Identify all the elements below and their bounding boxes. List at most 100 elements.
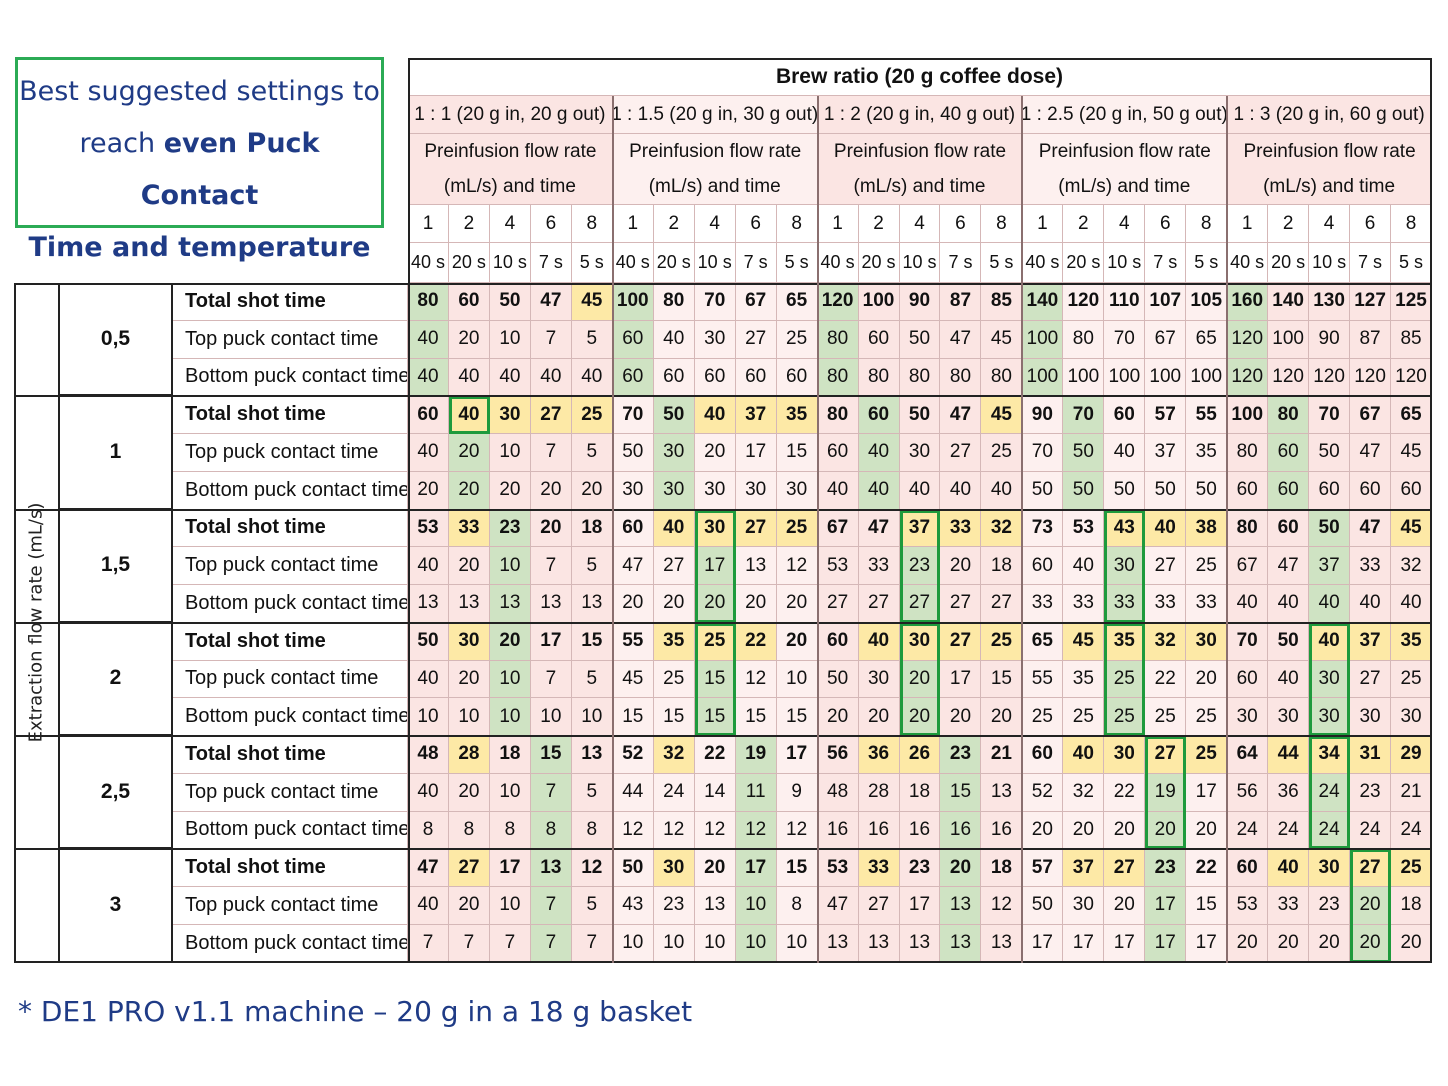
data-cell: 30 [1186,622,1228,661]
preinfusion-time: 20 s [1063,243,1105,283]
row-label: Total shot time [173,849,408,887]
data-cell: 60 [817,434,859,472]
data-cell: 40 [1063,736,1105,774]
data-cell: 16 [858,811,900,850]
data-cell: 60 [1268,471,1310,510]
row-label: Bottom puck contact time [173,698,408,736]
data-cell: 80 [408,283,449,321]
data-cell: 20 [448,887,490,925]
data-cell: 60 [1022,547,1064,585]
data-cell: 15 [612,698,654,736]
data-cell: 30 [858,660,900,699]
data-cell: 60 [1104,396,1146,434]
flow-rate-label: 2,5 [60,736,173,850]
data-cell: 33 [1186,585,1228,623]
preinfusion-time: 10 s [1104,243,1146,283]
data-cell: 13 [530,585,572,623]
extraction-flow-rate-axis-label: Extraction flow rate (mL/s) [25,502,47,742]
data-cell: 20 [694,434,736,472]
data-cell: 25 [1186,698,1228,736]
data-cell: 18 [489,736,531,774]
data-cell: 8 [489,811,531,850]
data-cell: 27 [981,585,1023,623]
data-cell: 13 [489,585,531,623]
data-cell: 50 [817,660,859,699]
preinfusion-rate: 4 [1104,205,1146,243]
data-cell: 20 [448,320,490,359]
data-cell: 50 [1104,471,1146,510]
data-cell: 48 [408,736,449,774]
data-cell: 100 [612,283,654,321]
data-cell: 73 [1022,509,1064,548]
data-cell: 57 [1145,396,1187,434]
row-label: Top puck contact time [173,773,408,812]
data-cell: 10 [735,887,777,925]
flow-rate-label: 2 [60,622,173,736]
data-cell: 38 [1186,509,1228,548]
data-cell: 24 [653,773,695,812]
data-cell: 13 [448,585,490,623]
preinfusion-rate: 4 [1309,205,1351,243]
data-cell: 15 [653,698,695,736]
data-cell: 15 [694,660,736,699]
data-cell: 27 [735,320,777,359]
data-cell: 33 [1022,585,1064,623]
data-cell: 60 [735,358,777,397]
data-cell: 60 [653,358,695,397]
data-cell: 5 [571,320,613,359]
data-cell: 27 [940,622,982,661]
data-cell: 15 [694,698,736,736]
data-cell: 15 [776,849,818,887]
data-cell: 70 [1309,396,1351,434]
data-cell: 80 [817,358,859,397]
preinfusion-time: 40 s [817,243,859,283]
data-cell: 47 [858,509,900,548]
data-cell: 20 [694,585,736,623]
data-cell: 12 [694,811,736,850]
data-cell: 65 [1022,622,1064,661]
row-label: Total shot time [173,509,408,548]
preinfusion-rate: 6 [1350,205,1392,243]
row-label: Bottom puck contact time [173,924,408,963]
data-cell: 120 [1227,358,1269,397]
ratio-separator [611,96,614,963]
data-cell: 85 [981,283,1023,321]
data-cell: 20 [940,547,982,585]
data-cell: 30 [776,471,818,510]
data-cell: 17 [1145,924,1187,963]
preinfusion-rate: 8 [1186,205,1228,243]
ratio-separator [816,96,819,963]
data-cell: 67 [1145,320,1187,359]
ratio-separator [1021,96,1024,963]
data-cell: 32 [981,509,1023,548]
data-cell: 55 [1022,660,1064,699]
data-cell: 50 [899,320,941,359]
data-cell: 70 [612,396,654,434]
data-cell: 10 [408,698,449,736]
data-cell: 60 [1391,471,1432,510]
data-cell: 10 [653,924,695,963]
data-cell: 7 [530,320,572,359]
row-label: Top puck contact time [173,320,408,359]
data-cell: 13 [571,585,613,623]
data-cell: 87 [1350,320,1392,359]
data-cell: 17 [899,887,941,925]
data-cell: 20 [940,849,982,887]
data-cell: 20 [694,849,736,887]
data-cell: 15 [981,660,1023,699]
row-label: Total shot time [173,396,408,434]
preinfusion-time: 7 s [940,243,982,283]
flow-rate-label: 3 [60,849,173,963]
data-cell: 60 [1227,471,1269,510]
data-cell: 25 [1022,698,1064,736]
data-cell: 60 [408,396,449,434]
preinfusion-rate: 4 [899,205,941,243]
data-cell: 12 [612,811,654,850]
flow-rate-label: 1,5 [60,509,173,623]
data-cell: 20 [1145,811,1187,850]
group-separator [14,735,1432,737]
data-cell: 40 [448,358,490,397]
data-cell: 20 [530,471,572,510]
data-cell: 60 [1309,471,1351,510]
data-cell: 25 [1186,547,1228,585]
